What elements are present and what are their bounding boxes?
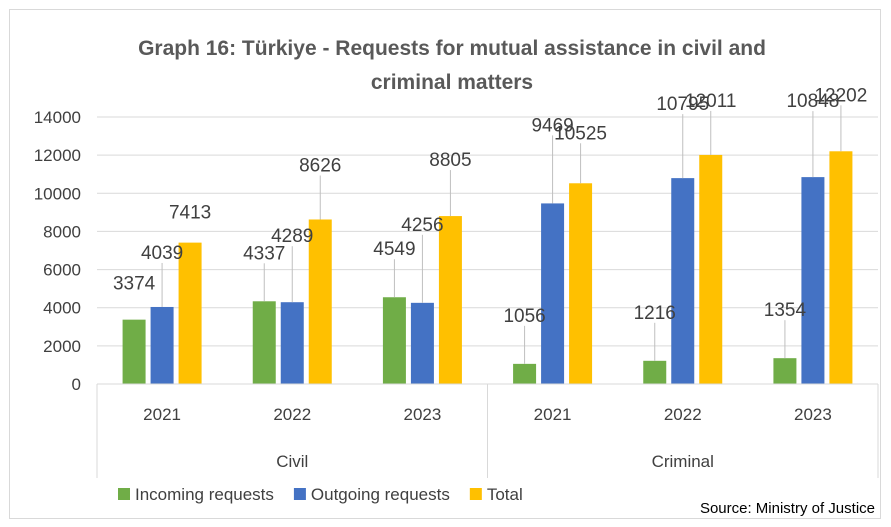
y-tick-label: 10000 [34,184,81,203]
data-label: 8805 [429,150,471,171]
bars [122,151,853,384]
y-tick-label: 4000 [43,299,81,318]
data-label: 1216 [634,303,676,324]
group-label: Civil [276,452,308,471]
y-tick-label: 6000 [43,261,81,280]
data-label: 4256 [401,215,443,236]
data-label: 9469 [531,115,573,136]
data-label: 1354 [764,300,807,321]
bar [801,177,825,384]
x-tick-label: 2021 [534,405,572,424]
data-label: 1056 [503,306,545,327]
legend-swatch [469,488,482,500]
bar [150,306,174,384]
x-tick-label: 2023 [794,405,832,424]
y-tick-label: 0 [72,375,81,394]
x-tick-label: 2023 [404,405,442,424]
data-label: 10525 [554,123,607,144]
source-note: Source: Ministry of Justice [700,500,875,517]
data-label: 12202 [814,85,867,106]
data-label: 10795 [656,94,709,115]
bar [438,216,462,384]
gridlines [97,116,878,385]
group-label: Criminal [652,452,714,471]
y-tick-label: 12000 [34,146,81,165]
data-label: 4549 [373,239,415,260]
bar [382,297,406,384]
chart-title-line2: criminal matters [371,71,533,94]
bar [829,151,853,384]
bar [671,178,695,384]
legend-entry: Total [487,485,523,504]
data-label: 4289 [271,226,313,247]
data-label: 4039 [141,243,183,264]
bar [643,360,667,384]
x-tick-label: 2022 [273,405,311,424]
x-axis: 2021 2022 2023 2021 2022 2023 Civil Criminal [96,383,879,478]
data-label: 4337 [243,243,285,264]
bar [541,203,565,384]
bar [122,319,146,384]
bar [569,183,593,384]
legend-entry: Outgoing requests [311,485,450,504]
x-tick-label: 2022 [664,405,702,424]
chart-title-line1: Graph 16: Türkiye - Requests for mutual … [138,37,766,60]
bar [308,219,332,384]
bar [773,358,797,384]
bar [178,242,202,384]
bar [410,302,434,384]
y-axis: 0 2000 4000 6000 8000 10000 12000 14000 [34,108,81,394]
legend-swatch [118,488,130,500]
legend-swatch [293,488,306,500]
legend-entry: Incoming requests [135,485,274,504]
y-tick-label: 2000 [43,337,81,356]
leader-lines [161,105,842,364]
x-tick-label: 2021 [143,405,181,424]
data-label: 7413 [169,203,211,224]
y-tick-label: 8000 [43,222,81,241]
bar [699,154,723,384]
data-label: 10848 [786,91,839,112]
data-label: 12011 [685,91,736,112]
bar [513,363,537,384]
legend: Incoming requests Outgoing requests Total [118,485,523,504]
bar [280,302,304,384]
bar [252,301,276,384]
chart-frame [9,9,881,519]
data-label: 8626 [299,155,341,176]
y-tick-label: 14000 [34,108,81,127]
data-label: 3374 [113,274,156,295]
data-labels: 3374 4337 4549 1056 1216 1354 4039 4289 4256 9469… [113,85,867,327]
